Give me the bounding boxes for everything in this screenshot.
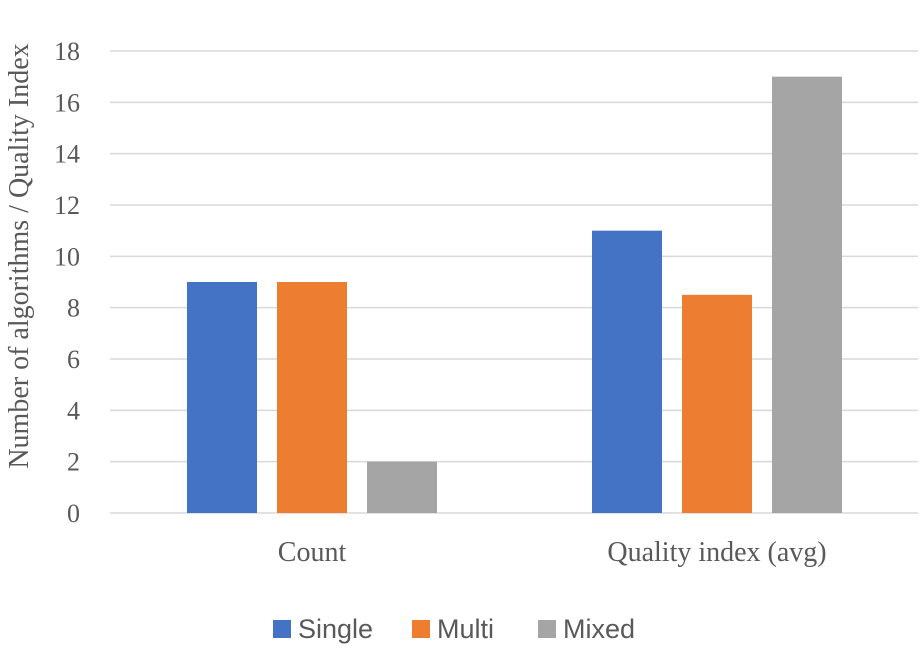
legend-label-single: Single <box>298 614 373 644</box>
y-tick-label: 6 <box>67 345 80 374</box>
y-axis-title: Number of algorithms / Quality Index <box>4 43 35 468</box>
bar-multi <box>682 294 752 513</box>
y-tick-label: 18 <box>54 37 80 66</box>
legend-swatch-multi <box>412 620 430 638</box>
legend-swatch-mixed <box>538 620 556 638</box>
bar-single <box>592 230 662 513</box>
legend: Single Multi Mixed <box>273 614 635 644</box>
y-tick-label: 12 <box>54 191 80 220</box>
x-axis-categories: Count Quality index (avg) <box>278 537 827 568</box>
y-tick-label: 16 <box>54 88 80 117</box>
legend-label-mixed: Mixed <box>563 614 635 644</box>
x-category-label: Quality index (avg) <box>607 537 826 568</box>
bar-mixed <box>772 76 842 514</box>
y-axis-ticks: 0 2 4 6 8 10 12 14 16 18 <box>54 37 80 528</box>
bar-multi <box>277 282 347 513</box>
legend-label-multi: Multi <box>437 614 494 644</box>
y-tick-label: 14 <box>54 140 80 169</box>
x-category-label: Count <box>278 537 347 568</box>
y-tick-label: 2 <box>67 448 80 477</box>
y-tick-label: 8 <box>67 294 80 323</box>
legend-swatch-single <box>273 620 291 638</box>
y-tick-label: 10 <box>54 242 80 271</box>
y-tick-label: 4 <box>67 396 80 425</box>
y-tick-label: 0 <box>67 499 80 528</box>
bars <box>187 76 842 514</box>
bar-mixed <box>367 461 437 513</box>
bar-single <box>187 282 257 513</box>
